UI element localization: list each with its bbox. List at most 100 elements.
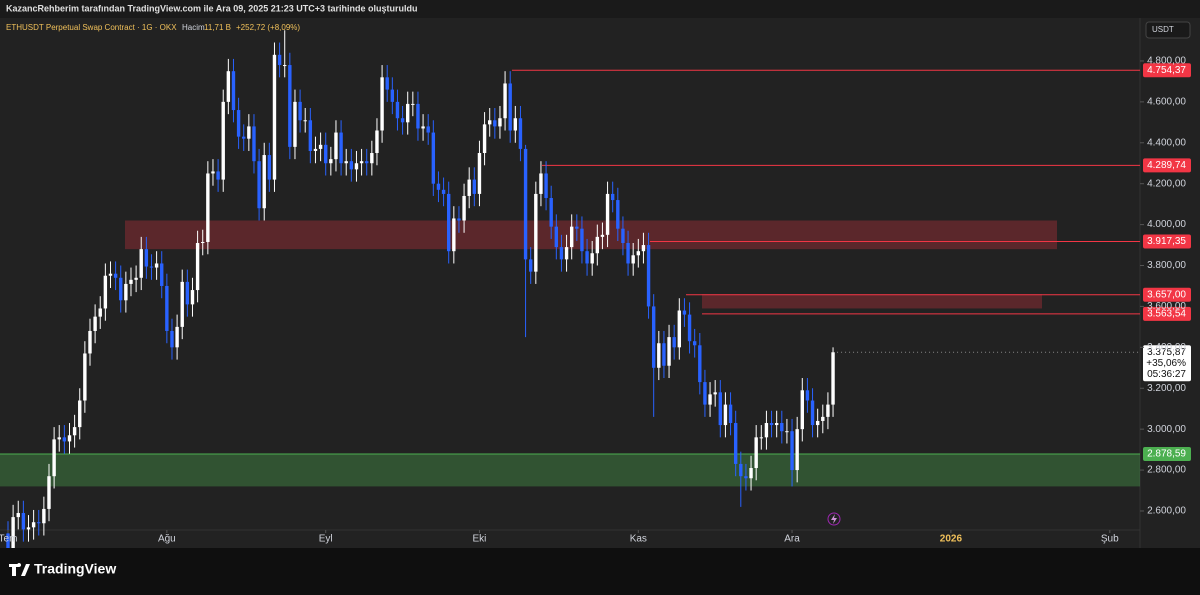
y-tick-label: 4.200,00 [1147, 178, 1186, 189]
event-icon[interactable] [827, 512, 841, 526]
candle-body [98, 308, 102, 317]
plot-bg [0, 18, 1200, 548]
candle-body [595, 236, 600, 254]
candle-body [344, 161, 348, 164]
candle-body [662, 343, 666, 366]
candle-body [616, 200, 620, 229]
candle-body [600, 234, 605, 237]
volume: 11,71 B [204, 23, 231, 32]
candle-body [72, 427, 77, 436]
y-tick-label: 3.600,00 [1147, 301, 1186, 312]
candle-body [821, 416, 825, 421]
candle-body [534, 193, 538, 272]
y-tick-label: 3.200,00 [1147, 383, 1186, 394]
currency[interactable]: USDT [1152, 25, 1174, 34]
last-price: 3.375,87 [1147, 347, 1186, 358]
candle-body [359, 161, 364, 164]
candle-body [160, 263, 164, 286]
zone [0, 453, 1140, 487]
y-tick-label: 3.800,00 [1147, 260, 1186, 271]
candle-body [795, 429, 799, 471]
zone [125, 220, 1057, 250]
candle-body [134, 277, 138, 280]
candle-body [641, 245, 646, 252]
candle-body [400, 118, 405, 123]
candle-body [754, 437, 758, 469]
candle-body [713, 392, 717, 395]
countdown: 05:36:27 [1147, 369, 1186, 380]
candle-body [426, 126, 430, 133]
last-price-box [1143, 345, 1191, 382]
candle-body [472, 179, 477, 194]
level-label: 4.754,37 [1147, 65, 1186, 76]
candle-body [206, 173, 210, 242]
candle-body [682, 310, 687, 315]
candle-body [723, 404, 728, 426]
candle-body [113, 273, 118, 278]
level-tag [1143, 234, 1191, 249]
candle-body [16, 513, 20, 518]
candle-body [88, 330, 92, 354]
x-tick-label: 2026 [940, 534, 963, 545]
x-tick-label: Ara [784, 534, 800, 545]
candle-body [708, 394, 712, 405]
candle-body [216, 171, 220, 180]
candle-body [416, 103, 420, 129]
candle-body [21, 513, 26, 530]
candle-body [42, 508, 46, 524]
candle-body [242, 136, 246, 139]
candle-body [226, 71, 231, 102]
attribution: KazancRehberim tarafından TradingView.co… [6, 3, 418, 13]
candle-body [149, 266, 154, 268]
y-tick-label: 4.600,00 [1147, 97, 1186, 108]
candle-body [764, 423, 769, 438]
candle-body [62, 437, 67, 442]
currency-box[interactable] [1145, 21, 1191, 39]
candle-body [569, 226, 574, 248]
candle-body [283, 65, 287, 67]
candle-body [549, 198, 553, 227]
candle-body [657, 343, 661, 368]
level-label: 3.563,54 [1147, 309, 1186, 320]
candle-body [129, 279, 133, 284]
candle-body [411, 103, 415, 105]
candle-body [631, 255, 635, 264]
candle-body [759, 437, 763, 439]
candle-body [672, 337, 676, 348]
candle-body [703, 382, 707, 405]
candle-body [739, 463, 743, 477]
candle-body [211, 171, 215, 174]
candle-body [119, 277, 123, 301]
candle-body [421, 126, 425, 129]
candle-body [390, 89, 395, 102]
zone [702, 294, 1042, 309]
candle-body [498, 118, 502, 127]
candle-body [385, 77, 389, 90]
candle-body [201, 241, 205, 244]
candle-body [774, 423, 779, 426]
candle-body [692, 341, 697, 346]
candle-body [395, 101, 400, 119]
symbol-title: ETHUSDT Perpetual Swap Contract · 1G · O… [6, 23, 177, 32]
candle-body [375, 130, 379, 154]
candle-body [677, 310, 682, 348]
candle-body [78, 400, 82, 428]
candle-body [447, 193, 451, 252]
candle-body [728, 404, 733, 424]
y-tick-label: 4.400,00 [1147, 137, 1186, 148]
candle-body [621, 228, 625, 244]
candle-body [288, 65, 292, 147]
candle-body [57, 437, 61, 440]
candle-body [826, 404, 830, 417]
candle-body [564, 247, 569, 260]
candle-body [339, 132, 343, 164]
level-tag [1143, 306, 1191, 321]
candle-body [785, 431, 789, 433]
candle-body [262, 155, 266, 209]
last-price-change: +35,06% [1146, 358, 1186, 369]
candle-body [185, 281, 190, 305]
candle-body [308, 120, 313, 151]
candle-body [247, 126, 251, 139]
candle-body [575, 226, 579, 229]
candle-body [139, 249, 143, 278]
